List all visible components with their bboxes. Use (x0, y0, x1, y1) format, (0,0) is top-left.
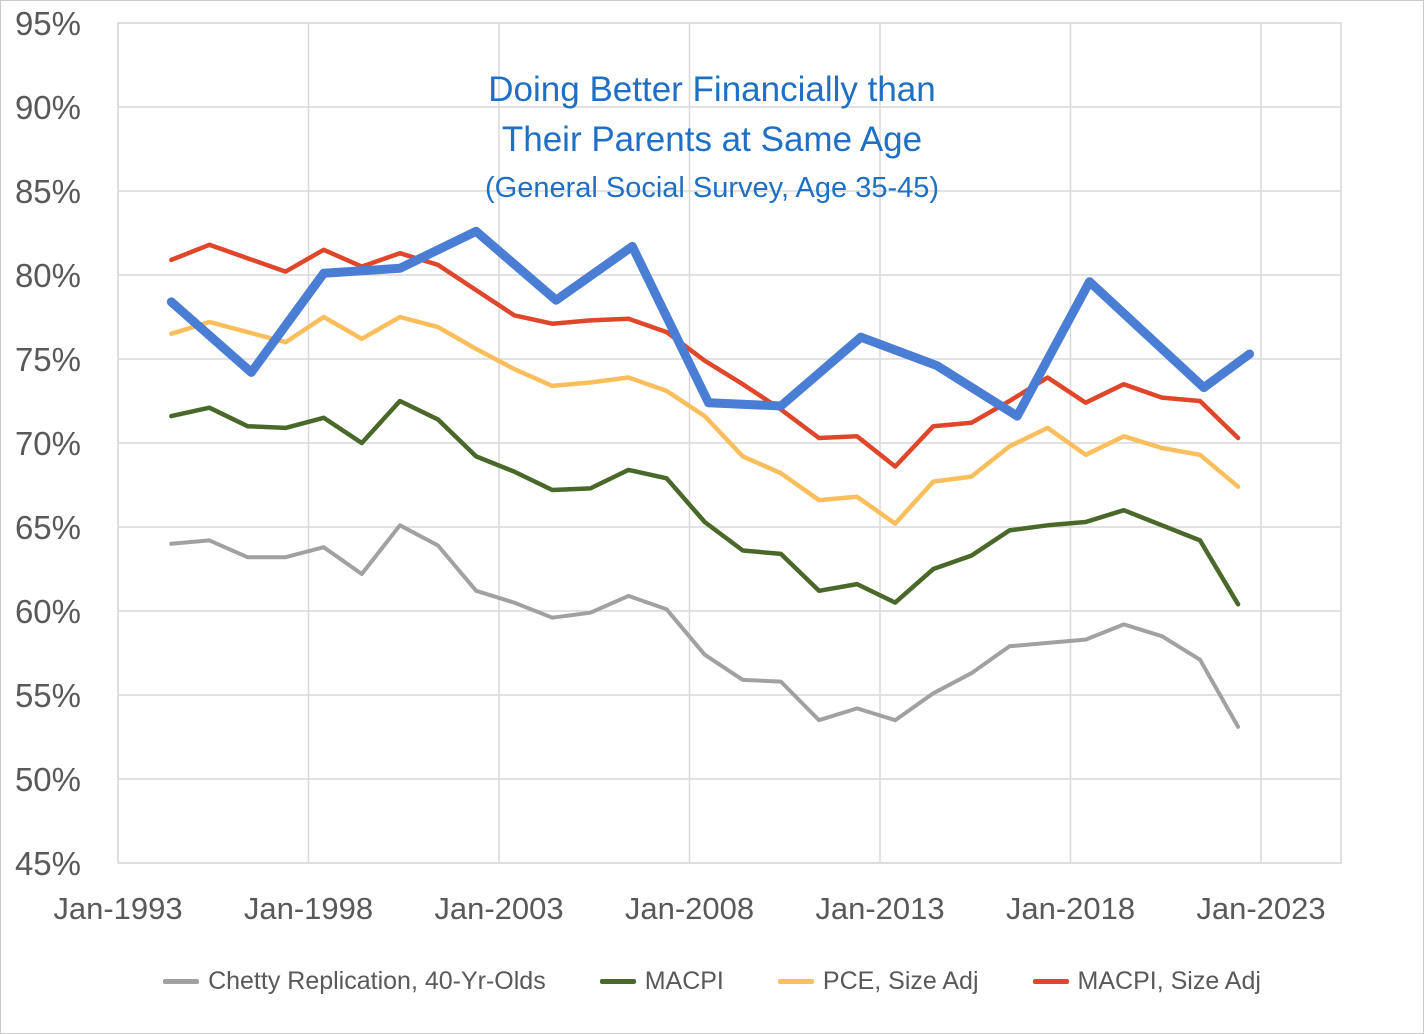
y-tick-label: 75% (15, 341, 81, 378)
series-line-chetty-replication-40-yr-olds[interactable] (169, 523, 1241, 729)
legend-item-chetty-replication-40-yr-olds[interactable]: Chetty Replication, 40-Yr-Olds (163, 967, 546, 996)
legend-swatch-macpi-size-adj (1032, 979, 1069, 984)
x-tick-label: Jan-2003 (434, 891, 563, 926)
legend-label-pce-size-adj: PCE, Size Adj (822, 967, 979, 995)
legend-swatch-macpi (599, 979, 636, 984)
legend-item-pce-size-adj[interactable]: PCE, Size Adj (777, 967, 979, 996)
legend-item-macpi[interactable]: MACPI (599, 967, 724, 996)
y-tick-label: 70% (15, 425, 81, 462)
legend-item-macpi-size-adj[interactable]: MACPI, Size Adj (1032, 967, 1261, 996)
line-chart: 45% 50% 55% 60% 65% 70% 75% 80% 85% 90% 95% Jan-199… (15, 5, 1342, 926)
legend-label-macpi-size-adj: MACPI, Size Adj (1077, 967, 1261, 995)
legend-label-macpi: MACPI (644, 967, 724, 995)
y-tick-label: 50% (15, 761, 81, 798)
series-line-pce-size-adj[interactable] (169, 314, 1241, 526)
x-tick-label: Jan-1998 (244, 891, 373, 926)
x-tick-label: Jan-1993 (53, 891, 182, 926)
y-tick-label: 95% (15, 5, 81, 42)
y-tick-label: 65% (15, 509, 81, 546)
axis-tick-labels: 45% 50% 55% 60% 65% 70% 75% 80% 85% 90% 95% Jan-199… (15, 5, 1326, 926)
series-lines (166, 226, 1255, 729)
x-tick-label: Jan-2013 (815, 891, 944, 926)
y-tick-label: 45% (15, 845, 81, 882)
plot-border (117, 22, 1342, 864)
y-tick-label: 60% (15, 593, 81, 630)
x-tick-label: Jan-2008 (625, 891, 754, 926)
series-line-macpi-size-adj[interactable] (169, 242, 1241, 469)
chart-legend: Chetty Replication, 40-Yr-Olds MACPI PCE, … (1, 967, 1423, 996)
series-line-gss-doing-better[interactable] (166, 226, 1255, 421)
y-tick-label: 90% (15, 89, 81, 126)
y-tick-label: 80% (15, 257, 81, 294)
x-tick-label: Jan-2023 (1196, 891, 1325, 926)
legend-swatch-chetty-replication-40-yr-olds (163, 979, 200, 984)
series-line-macpi[interactable] (169, 398, 1241, 607)
y-tick-label: 55% (15, 677, 81, 714)
x-tick-label: Jan-2018 (1006, 891, 1135, 926)
legend-label-chetty-replication-40-yr-olds: Chetty Replication, 40-Yr-Olds (208, 967, 546, 995)
y-tick-label: 85% (15, 173, 81, 210)
legend-swatch-pce-size-adj (777, 979, 814, 984)
